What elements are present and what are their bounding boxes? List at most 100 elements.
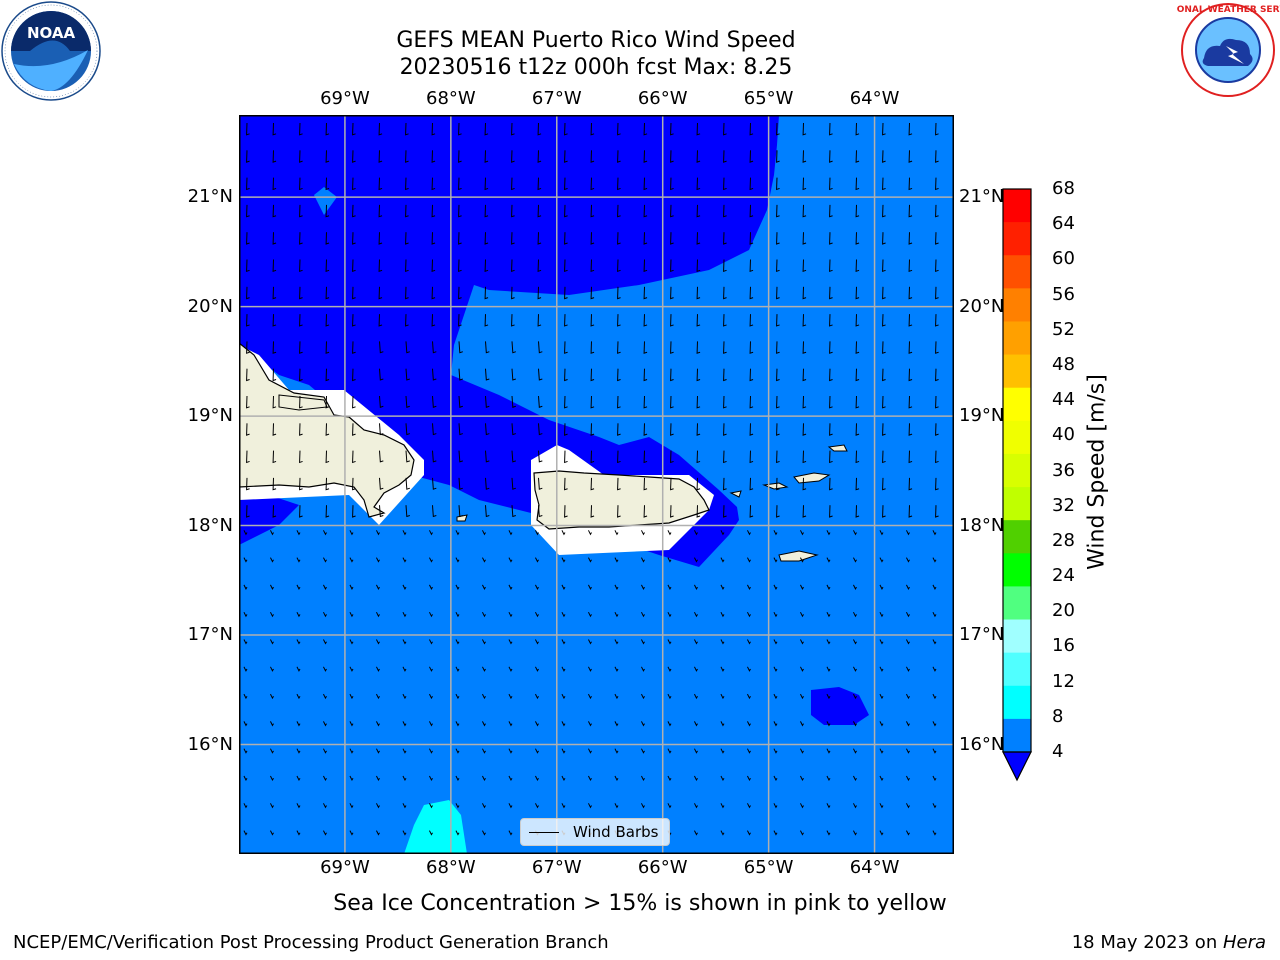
wind-barb — [932, 693, 937, 700]
wind-barb — [773, 775, 778, 782]
wind-barb — [932, 803, 937, 809]
wind-barb — [431, 232, 436, 245]
wind-barb — [511, 286, 515, 300]
wind-barb — [325, 232, 330, 245]
wind-barb — [535, 530, 539, 536]
wind-barb — [614, 557, 619, 563]
wind-barb — [482, 775, 486, 782]
wind-barb — [376, 748, 380, 754]
wind-barb — [376, 830, 380, 836]
wind-barb — [352, 204, 356, 218]
footer-date: 18 May 2023 on Hera — [1071, 932, 1266, 953]
wind-barb — [855, 423, 860, 436]
wind-barb — [720, 666, 725, 672]
wind-barb — [906, 557, 910, 563]
wind-barb — [908, 232, 913, 245]
wind-barb — [882, 259, 886, 273]
wind-barb — [696, 286, 701, 300]
wind-barb — [932, 666, 937, 672]
wind-barb — [458, 204, 462, 218]
wind-barb — [564, 395, 568, 409]
wind-barb — [588, 557, 592, 563]
wind-barb — [853, 639, 857, 645]
wind-barb — [323, 666, 327, 672]
colorbar-segment — [1003, 685, 1031, 720]
wind-barb — [908, 368, 913, 382]
wind-barb — [773, 639, 778, 645]
wind-barb — [537, 314, 542, 327]
wind-barb — [564, 232, 568, 245]
wind-barb — [879, 584, 884, 590]
wind-barb — [243, 693, 248, 700]
wind-barb — [455, 666, 460, 672]
wind-barb — [617, 450, 621, 464]
wind-barb — [641, 530, 645, 536]
wind-barb — [723, 177, 727, 191]
wind-barb — [272, 368, 277, 382]
wind-barb — [564, 314, 568, 327]
wind-barb — [935, 341, 939, 354]
wind-barb — [749, 395, 754, 409]
wind-barb — [511, 368, 516, 381]
wind-barb — [694, 693, 698, 700]
wind-barb — [802, 314, 807, 327]
wind-barb — [908, 314, 913, 327]
wind-barb — [643, 232, 648, 245]
wind-barb — [694, 557, 698, 563]
wind-barb — [325, 259, 330, 273]
wind-barb — [508, 721, 513, 727]
wind-barb — [696, 204, 701, 218]
chart-title: GEFS MEAN Puerto Rico Wind Speed — [396, 28, 796, 53]
wind-barb — [696, 341, 701, 354]
wind-barb — [296, 639, 301, 645]
wind-barb — [720, 721, 725, 727]
wind-barb — [432, 341, 437, 354]
wind-barb — [246, 314, 250, 327]
wind-barb — [485, 423, 490, 436]
wind-barb — [906, 748, 910, 754]
wind-barb — [402, 721, 407, 727]
colorbar-segment — [1003, 652, 1031, 687]
wind-barb — [696, 232, 701, 245]
wind-barb — [508, 666, 513, 672]
colorbar-tick: 36 — [1052, 459, 1075, 481]
wind-barb — [538, 341, 543, 354]
lon-tick-bottom: 69°W — [320, 857, 370, 878]
wind-barb — [564, 341, 568, 354]
wind-barb — [508, 775, 513, 782]
wind-barb — [749, 477, 754, 491]
wind-barb — [429, 830, 433, 836]
wind-barb — [590, 477, 595, 491]
wind-barb — [617, 477, 621, 491]
wind-barb — [906, 775, 910, 782]
wind-barb — [431, 122, 436, 136]
wind-barb — [802, 286, 807, 300]
wind-barb — [323, 557, 327, 563]
wind-barb — [325, 450, 330, 464]
wind-barb — [855, 204, 860, 218]
wind-barb — [325, 314, 330, 327]
wind-barb — [405, 314, 409, 327]
wind-barb — [376, 530, 380, 536]
wind-barb — [458, 395, 463, 408]
wind-barb — [747, 775, 751, 782]
wind-barb — [246, 204, 250, 218]
wind-barb — [614, 584, 619, 590]
wind-barb — [272, 314, 277, 327]
wind-barb — [935, 204, 939, 218]
wind-barb — [670, 259, 674, 273]
colorbar-tick: 64 — [1052, 213, 1075, 235]
wind-barb — [853, 830, 857, 836]
wind-barb — [829, 259, 833, 273]
wind-barb — [323, 721, 327, 727]
wind-barb — [270, 530, 274, 536]
wind-barb — [482, 557, 486, 563]
wind-barb — [352, 232, 356, 245]
wind-barb — [800, 748, 804, 754]
wind-barb — [906, 830, 910, 836]
wind-barb — [802, 259, 807, 273]
wind-barb — [776, 259, 780, 273]
wind-barb — [614, 748, 619, 754]
wind-barb — [802, 341, 807, 354]
wind-barb — [723, 259, 727, 273]
